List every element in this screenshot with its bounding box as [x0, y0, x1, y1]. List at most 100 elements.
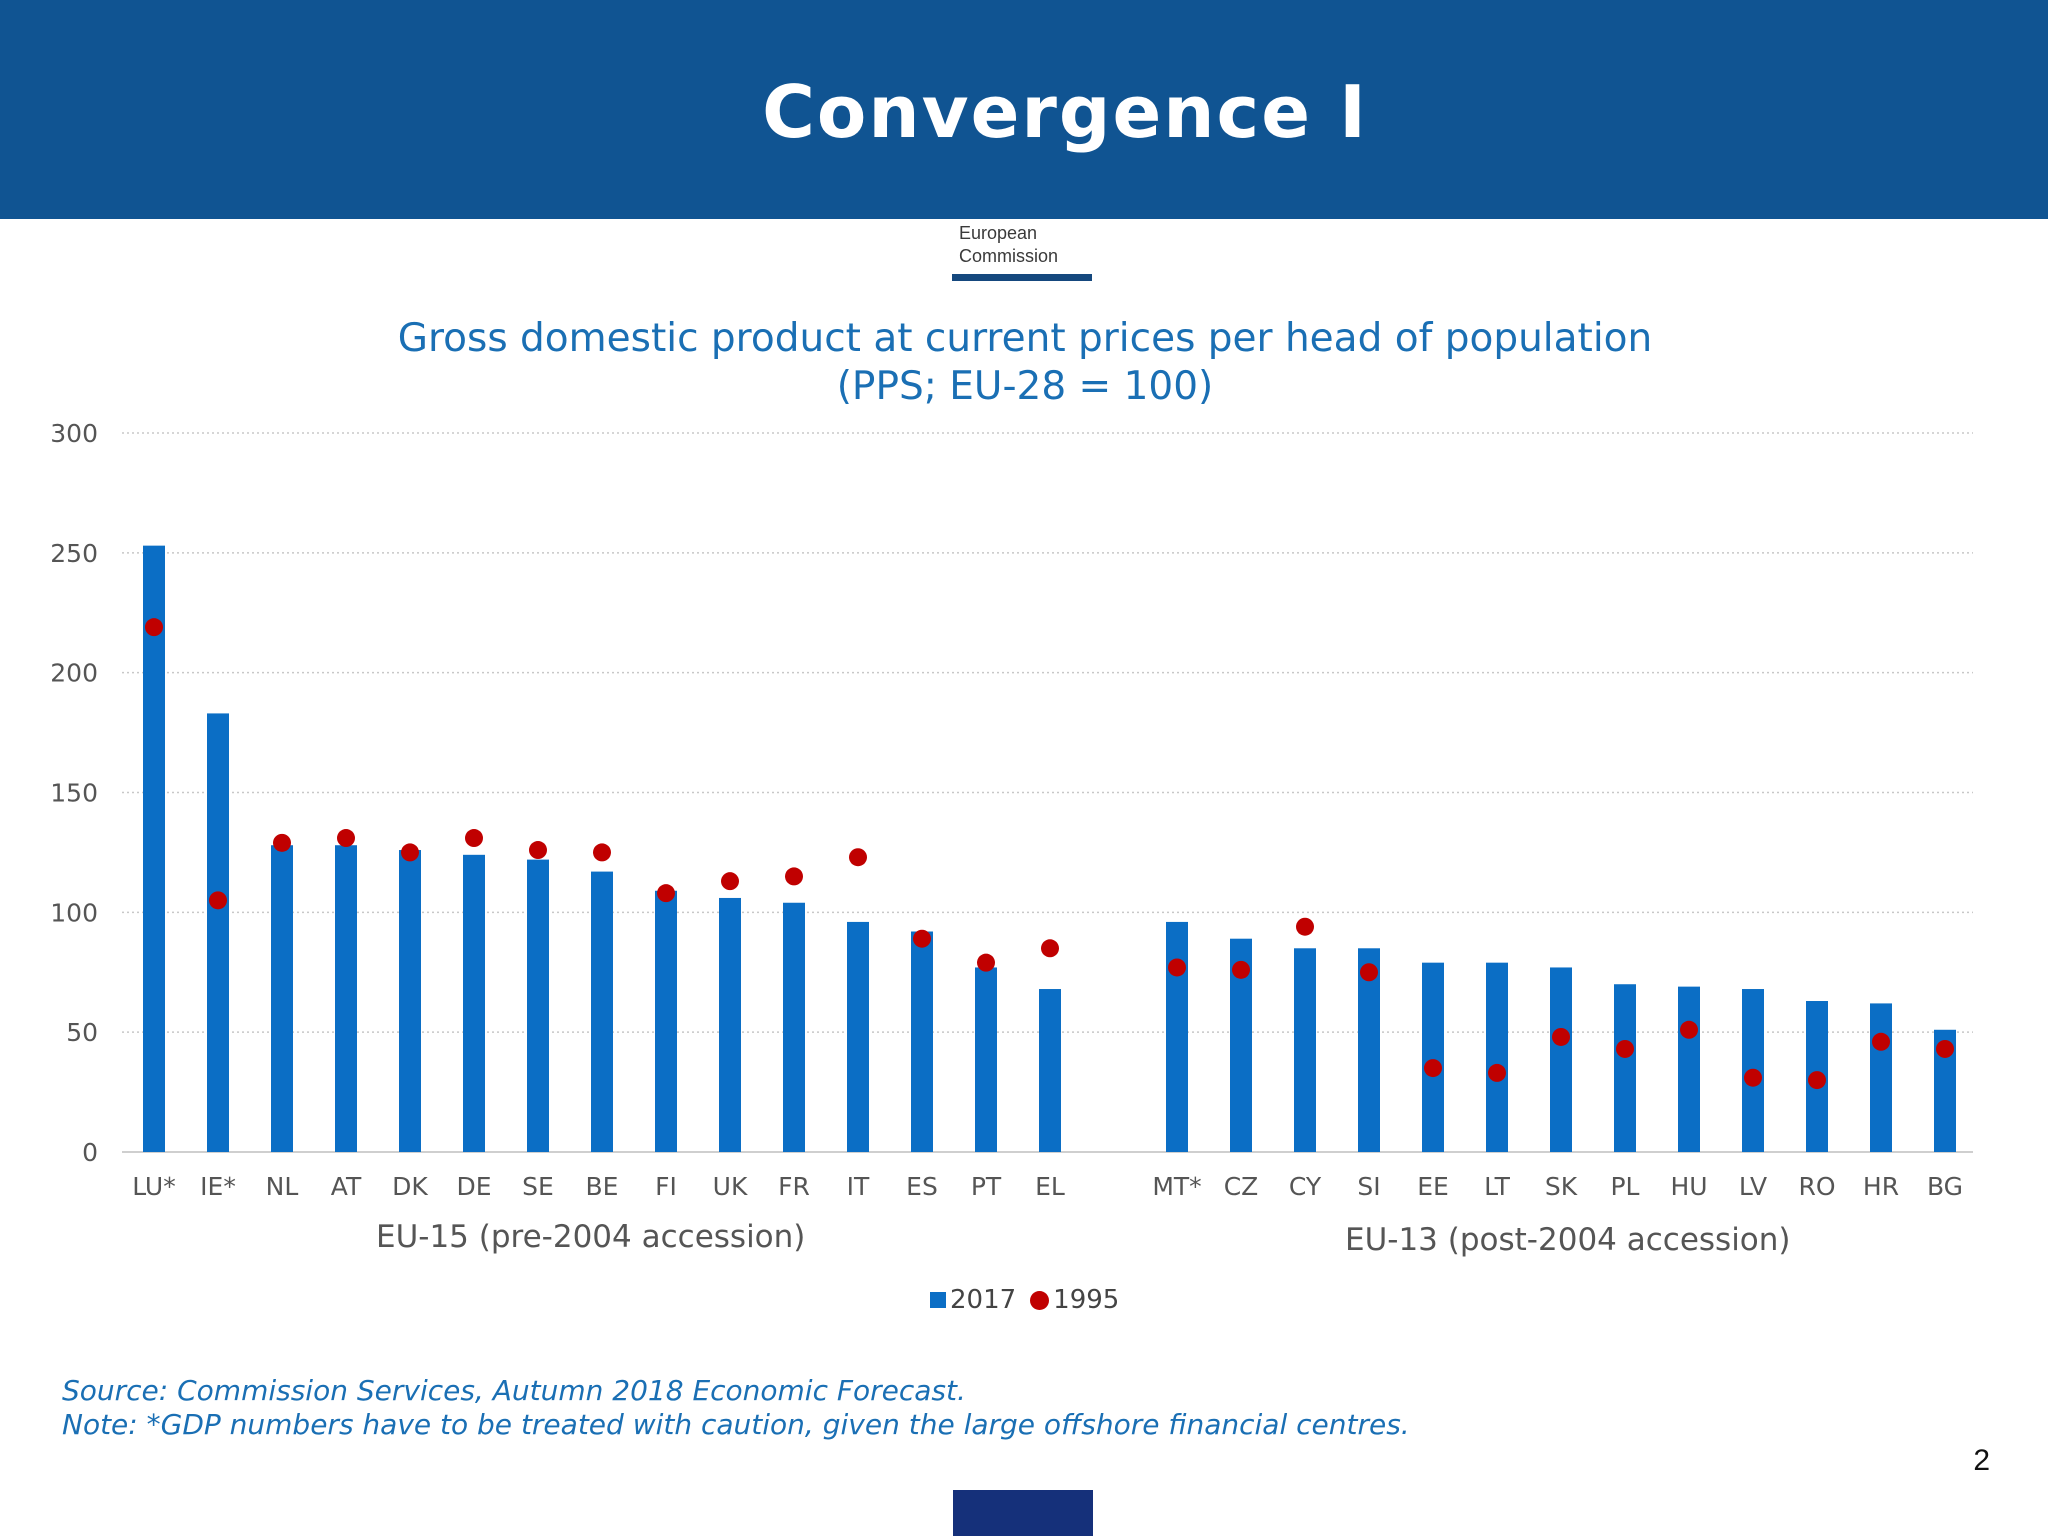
dot-1995-EE	[1424, 1059, 1442, 1078]
dot-1995-CZ	[1232, 960, 1250, 979]
dot-1995-RO	[1808, 1071, 1826, 1090]
logo-underline	[952, 274, 1092, 281]
bar-2017-BE	[591, 871, 613, 1152]
x-tick-label-BE: BE	[586, 1172, 619, 1201]
x-tick-label-RO: RO	[1798, 1172, 1835, 1201]
bar-2017-CZ	[1230, 938, 1252, 1152]
chart-title: Gross domestic product at current prices…	[397, 316, 1653, 361]
group-label-eu15: EU-15 (pre-2004 accession)	[376, 1219, 806, 1255]
y-tick-label-100: 100	[50, 898, 98, 927]
chart-subtitle: (PPS; EU-28 = 100)	[836, 364, 1214, 409]
dot-1995-PL	[1616, 1039, 1634, 1058]
x-tick-label-LV: LV	[1739, 1172, 1767, 1201]
dot-1995-SE	[529, 841, 547, 860]
x-tick-label-DE: DE	[456, 1172, 491, 1201]
y-tick-label-300: 300	[50, 419, 98, 448]
x-tick-label-BG: BG	[1927, 1172, 1963, 1201]
bar-2017-AT	[335, 845, 357, 1152]
x-tick-label-MT: MT*	[1152, 1172, 1201, 1201]
legend-label-1995: 1995	[1053, 1285, 1120, 1315]
y-tick-label-50: 50	[66, 1018, 98, 1047]
dot-1995-AT	[337, 829, 355, 848]
dot-1995-LV	[1744, 1068, 1762, 1087]
footer-tab	[953, 1490, 1093, 1536]
caution-note: Note: *GDP numbers have to be treated wi…	[62, 1408, 1410, 1441]
bar-2017-SK	[1550, 967, 1572, 1152]
legend-label-2017: 2017	[950, 1285, 1017, 1315]
bar-2017-SI	[1358, 948, 1380, 1152]
x-tick-label-CY: CY	[1289, 1172, 1322, 1201]
legend-dot-1995	[1030, 1290, 1050, 1310]
bar-2017-LT	[1486, 962, 1508, 1152]
x-tick-label-HR: HR	[1863, 1172, 1899, 1201]
dot-1995-FI	[657, 884, 675, 903]
logo-line-1: European	[959, 223, 1038, 243]
x-tick-label-FR: FR	[778, 1172, 810, 1201]
x-tick-label-SE: SE	[522, 1172, 554, 1201]
group-label-eu13: EU-13 (post-2004 accession)	[1345, 1222, 1791, 1258]
y-tick-label-0: 0	[82, 1138, 98, 1167]
bar-2017-IE	[207, 713, 229, 1152]
dot-1995-HR	[1872, 1032, 1890, 1051]
x-tick-label-AT: AT	[331, 1172, 362, 1201]
bar-2017-UK	[719, 897, 741, 1152]
dot-1995-FR	[785, 867, 803, 886]
dot-1995-IE	[209, 891, 227, 910]
x-tick-label-LU: LU*	[132, 1172, 175, 1201]
x-tick-label-UK: UK	[713, 1172, 748, 1201]
bar-2017-DE	[463, 854, 485, 1152]
x-tick-label-CZ: CZ	[1224, 1172, 1259, 1201]
x-tick-label-ES: ES	[906, 1172, 938, 1201]
bar-2017-FR	[783, 902, 805, 1152]
y-tick-label-250: 250	[50, 539, 98, 568]
dot-1995-SI	[1360, 963, 1378, 982]
x-tick-label-DK: DK	[392, 1172, 428, 1201]
bar-2017-HU	[1678, 986, 1700, 1152]
y-tick-label-200: 200	[50, 659, 98, 688]
dot-1995-LT	[1488, 1063, 1506, 1082]
bar-2017-FI	[655, 890, 677, 1152]
dot-1995-DK	[401, 843, 419, 862]
dot-1995-UK	[721, 872, 739, 891]
bar-2017-DK	[399, 850, 421, 1152]
european-commission-logo: European Commission	[952, 222, 1092, 284]
dot-1995-CY	[1296, 917, 1314, 936]
bar-2017-NL	[271, 845, 293, 1152]
slide-title: Convergence I	[762, 70, 1368, 154]
x-tick-label-PT: PT	[971, 1172, 1002, 1201]
page-number: 2	[1973, 1444, 1990, 1477]
bar-2017-EE	[1422, 962, 1444, 1152]
x-tick-label-SI: SI	[1357, 1172, 1380, 1201]
dot-1995-BE	[593, 843, 611, 862]
chart-title-block: Gross domestic product at current prices…	[360, 315, 1690, 411]
bar-2017-MT	[1166, 921, 1188, 1152]
bar-2017-IT	[847, 921, 869, 1152]
x-tick-label-PL: PL	[1610, 1172, 1639, 1201]
source-note: Source: Commission Services, Autumn 2018…	[62, 1374, 966, 1407]
bar-2017-HR	[1870, 1003, 1892, 1152]
x-tick-label-EL: EL	[1035, 1172, 1065, 1201]
bar-2017-PT	[975, 967, 997, 1152]
bar-2017-BG	[1934, 1029, 1956, 1152]
dot-1995-LU	[145, 618, 163, 637]
dot-1995-ES	[913, 929, 931, 948]
x-tick-label-EE: EE	[1417, 1172, 1449, 1201]
dot-1995-HU	[1680, 1020, 1698, 1039]
y-tick-label-150: 150	[50, 779, 98, 808]
dot-1995-EL	[1041, 939, 1059, 958]
x-tick-label-SK: SK	[1545, 1172, 1578, 1201]
bar-2017-ES	[911, 931, 933, 1152]
x-tick-label-NL: NL	[266, 1172, 299, 1201]
x-tick-label-HU: HU	[1670, 1172, 1707, 1201]
x-tick-label-LT: LT	[1484, 1172, 1510, 1201]
bar-2017-EL	[1039, 989, 1061, 1152]
x-tick-label-IE: IE*	[200, 1172, 236, 1201]
bar-2017-PL	[1614, 984, 1636, 1152]
bar-2017-SE	[527, 859, 549, 1152]
legend-swatch-2017	[930, 1292, 946, 1308]
dot-1995-NL	[273, 833, 291, 852]
x-tick-label-IT: IT	[847, 1172, 870, 1201]
slide-header: Convergence I	[0, 0, 2048, 219]
bar-2017-LU	[143, 545, 165, 1152]
